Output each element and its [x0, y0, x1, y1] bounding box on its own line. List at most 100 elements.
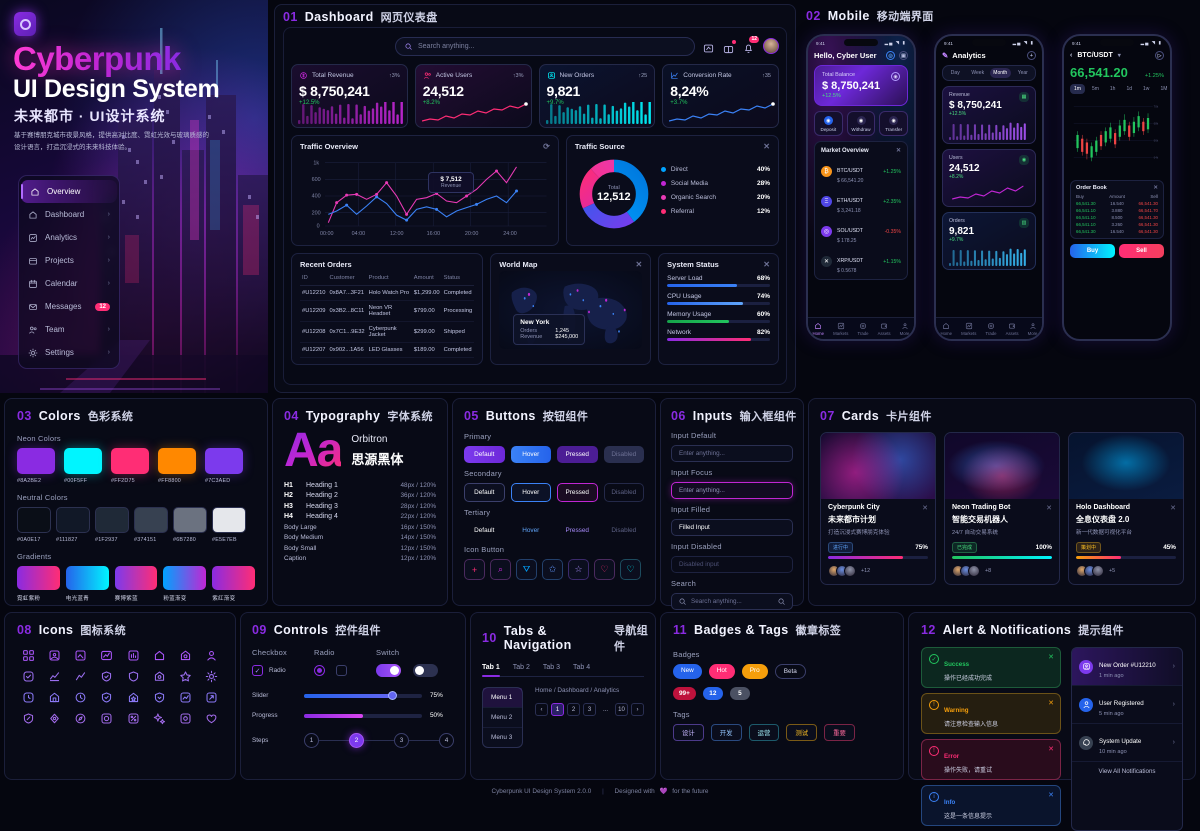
tabbar-item-assets[interactable]: Assets [878, 322, 891, 336]
menu-item-menu-3[interactable]: Menu 3 [491, 734, 513, 741]
tag-chip[interactable]: 测试 [786, 724, 818, 741]
close-icon[interactable]: ✕ [1048, 792, 1054, 799]
sidebar-item-calendar[interactable]: Calendar › [19, 272, 119, 295]
text-input[interactable]: Enter anything... [671, 482, 793, 499]
chart-box-icon[interactable] [122, 711, 144, 726]
switch-on[interactable] [376, 664, 401, 677]
pager-prev[interactable]: ‹ [535, 703, 548, 716]
tab-tab-4[interactable]: Tab 4 [573, 664, 591, 671]
timeframe-1M[interactable]: 1M [1160, 86, 1168, 92]
home-icon[interactable] [148, 648, 170, 663]
pager-2[interactable]: 2 [567, 703, 580, 716]
sell-button[interactable]: Sell [1119, 244, 1164, 258]
slider-track[interactable] [304, 690, 422, 700]
refresh-icon[interactable]: ⟳ [543, 142, 550, 151]
action-withdraw[interactable]: ◉ Withdraw [846, 111, 876, 136]
timeframe-1w[interactable]: 1w [1143, 86, 1150, 92]
close-icon[interactable]: ✕ [1048, 654, 1054, 661]
tabbar-item-markets[interactable]: Markets [961, 322, 976, 336]
trend-icon[interactable] [70, 669, 92, 684]
pager-next[interactable]: › [631, 703, 644, 716]
shield-edit-icon[interactable] [17, 711, 39, 726]
close-icon[interactable]: ✕ [635, 260, 643, 269]
cart-icon[interactable]: ⛛ [516, 559, 537, 580]
tag-chip[interactable]: 设计 [673, 724, 704, 741]
arrow-box-icon[interactable] [201, 690, 223, 705]
stepper[interactable]: 1 2 3 4 [304, 733, 454, 748]
add-icon[interactable]: + [1027, 51, 1036, 60]
close-icon[interactable]: ✕ [922, 505, 928, 512]
clock-circle-icon[interactable] [70, 690, 92, 705]
tab-tab-3[interactable]: Tab 3 [542, 664, 561, 671]
step-1[interactable]: 1 [304, 733, 319, 748]
growth-icon[interactable] [43, 669, 65, 684]
tab-tab-2[interactable]: Tab 2 [512, 664, 530, 671]
share-icon[interactable] [703, 41, 714, 52]
pager-1[interactable]: 1 [551, 703, 564, 716]
timeframe-1m[interactable]: 1m [1070, 84, 1085, 94]
tag-chip[interactable]: 重要 [824, 724, 855, 741]
tag-chip[interactable]: 运营 [748, 724, 780, 741]
tertiary-button-hover[interactable]: Hover [522, 527, 540, 534]
segment-day[interactable]: Day [950, 70, 960, 76]
action-deposit[interactable]: ◉ Deposit [814, 111, 843, 136]
shield-check-icon[interactable] [96, 669, 118, 684]
timeframe-5m[interactable]: 5m [1091, 86, 1099, 92]
secondary-button-default[interactable]: Default [464, 483, 505, 502]
close-icon[interactable]: ✕ [1048, 700, 1054, 707]
user-icon[interactable] [201, 648, 223, 663]
step-3[interactable]: 3 [394, 733, 409, 748]
close-icon[interactable]: ✕ [1170, 505, 1176, 512]
table-row[interactable]: #U12209 0x3B2...8C11 Neon VR Headset $79… [300, 300, 475, 322]
notification-item[interactable]: New Order #U12210 1 min ago › [1072, 648, 1182, 686]
heart-icon[interactable] [201, 711, 223, 726]
tabbar-item-home[interactable]: Home [813, 322, 824, 336]
switch-off[interactable] [413, 664, 438, 677]
gear-icon[interactable] [201, 669, 223, 684]
target-icon[interactable] [96, 711, 118, 726]
tabbar-item-assets[interactable]: Assets [1006, 322, 1019, 336]
sidebar-item-messages[interactable]: Messages 12 [19, 295, 119, 318]
grid-icon[interactable] [17, 648, 39, 663]
coin-row[interactable]: Ξ ETH/USDT $ 3,241.18 +2.35% [821, 189, 901, 214]
primary-button-hover[interactable]: Hover [510, 446, 551, 463]
compass-icon[interactable] [70, 711, 92, 726]
plus-icon[interactable]: + [464, 559, 485, 580]
tabbar-item-markets[interactable]: Markets [833, 322, 848, 336]
search-input[interactable]: Search anything... [671, 593, 793, 610]
sidebar-item-overview[interactable]: Overview [21, 180, 117, 203]
table-row[interactable]: #U12210 0x8A7...3F21 Holo Watch Pro $1,2… [300, 285, 475, 301]
tag-chip[interactable]: 开发 [710, 724, 742, 741]
search-input[interactable]: Search anything... [395, 36, 695, 56]
radio-selected[interactable] [314, 665, 325, 676]
star-icon[interactable] [175, 669, 197, 684]
buy-button[interactable]: Buy [1070, 244, 1115, 258]
tab-tab-1[interactable]: Tab 1 [482, 664, 500, 677]
step-4[interactable]: 4 [439, 733, 454, 748]
close-icon[interactable]: ✕ [763, 260, 770, 269]
sidebar-item-analytics[interactable]: Analytics › [19, 226, 119, 249]
close-icon[interactable]: ✕ [1046, 505, 1052, 512]
checkbox-empty[interactable] [336, 665, 347, 676]
segment-month[interactable]: Month [990, 68, 1011, 78]
sparkle-icon[interactable] [148, 711, 170, 726]
close-icon[interactable]: ✕ [1048, 746, 1054, 753]
timeframe-1d[interactable]: 1d [1126, 86, 1133, 92]
text-input[interactable]: Enter anything... [671, 445, 793, 462]
slider-knob[interactable] [388, 690, 397, 700]
avatar[interactable] [763, 38, 779, 54]
notification-item[interactable]: User Registered 5 min ago › [1072, 686, 1182, 724]
close-icon[interactable]: ✕ [1153, 185, 1158, 191]
heart-outline-icon[interactable]: ♡ [594, 559, 615, 580]
segment-year[interactable]: Year [1017, 70, 1028, 76]
heart-icon[interactable]: ♡ [620, 559, 641, 580]
coin-row[interactable]: ◎ SOL/USDT $ 178.25 -0.35% [821, 219, 901, 244]
photo-icon[interactable] [70, 648, 92, 663]
pager-3[interactable]: 3 [583, 703, 596, 716]
shield-v-icon[interactable] [96, 690, 118, 705]
sidebar-item-projects[interactable]: Projects › [19, 249, 119, 272]
coin-row[interactable]: ✕ XRP/USDT $ 0.5678 +1.15% [821, 249, 901, 274]
action-transfer[interactable]: ◉ Transfer [879, 111, 909, 136]
chart-bar-icon[interactable] [122, 648, 144, 663]
camera-badge-icon[interactable] [148, 669, 170, 684]
